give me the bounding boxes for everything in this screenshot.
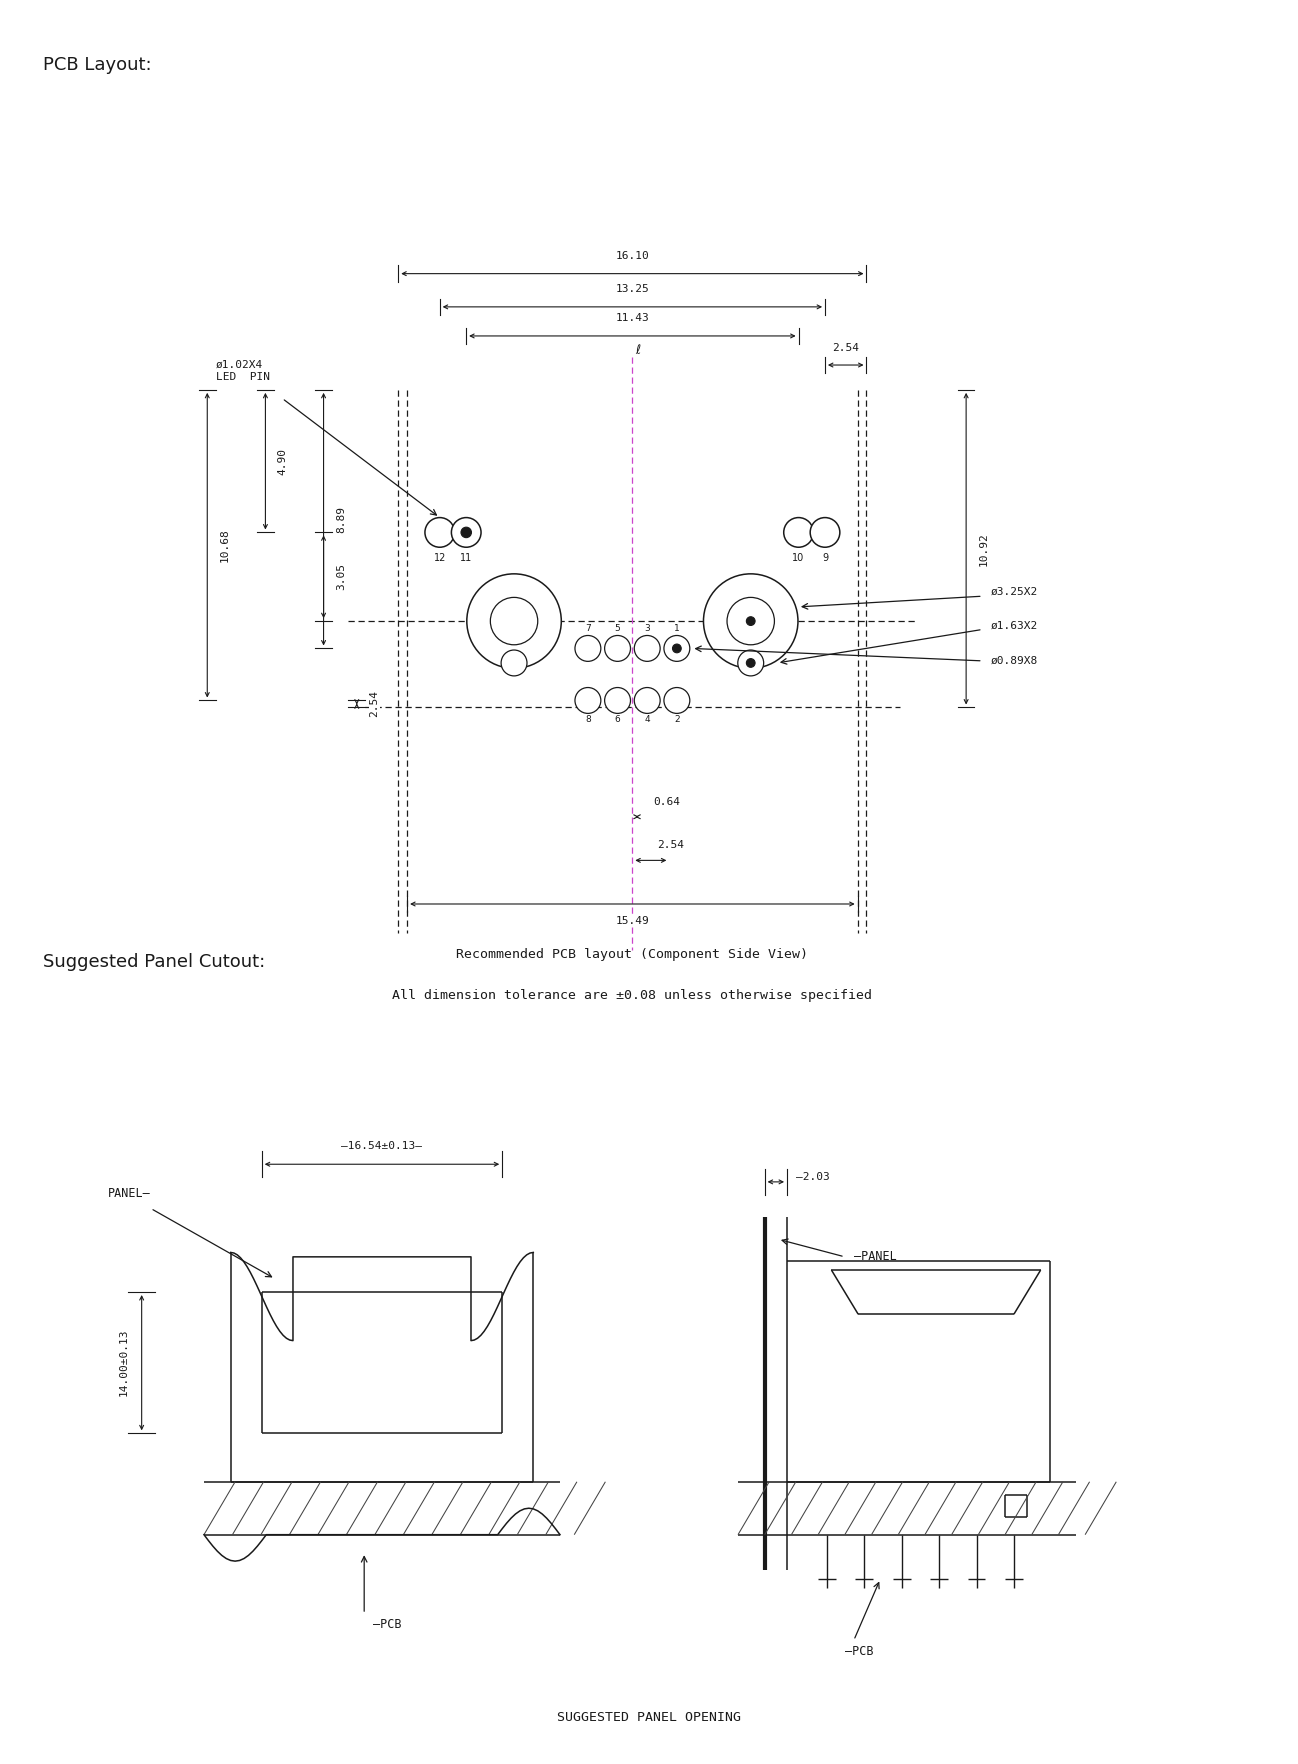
Text: 4.90: 4.90	[278, 448, 288, 475]
Text: 2: 2	[674, 714, 680, 723]
Circle shape	[635, 635, 661, 662]
Circle shape	[727, 598, 775, 646]
Text: —PCB: —PCB	[845, 1644, 874, 1658]
Circle shape	[605, 635, 631, 662]
Circle shape	[424, 517, 454, 547]
Text: 0.64: 0.64	[653, 797, 680, 806]
Text: 2.54: 2.54	[832, 342, 859, 353]
Circle shape	[452, 517, 482, 547]
Text: 1: 1	[674, 624, 680, 633]
Text: ℓ: ℓ	[635, 344, 640, 356]
Text: 3.05: 3.05	[336, 563, 347, 591]
Text: 10.68: 10.68	[219, 529, 230, 563]
Circle shape	[665, 635, 689, 662]
Text: 3: 3	[644, 624, 650, 633]
Text: PCB Layout:: PCB Layout:	[43, 56, 151, 74]
Text: PANEL—: PANEL—	[108, 1187, 151, 1200]
Text: 11.43: 11.43	[615, 314, 649, 323]
Circle shape	[672, 644, 681, 653]
Text: 11: 11	[459, 554, 472, 563]
Text: 12: 12	[434, 554, 447, 563]
Text: 5: 5	[615, 624, 620, 633]
Circle shape	[810, 517, 840, 547]
Text: 2.54: 2.54	[657, 840, 684, 850]
Circle shape	[575, 688, 601, 713]
Circle shape	[635, 688, 661, 713]
Text: 10: 10	[792, 554, 805, 563]
Circle shape	[746, 658, 755, 667]
Circle shape	[575, 635, 601, 662]
Text: ø1.02X4
LED  PIN: ø1.02X4 LED PIN	[215, 360, 270, 381]
Text: 10.92: 10.92	[979, 531, 989, 566]
Text: Suggested Panel Cutout:: Suggested Panel Cutout:	[43, 953, 265, 972]
Text: —16.54±0.13—: —16.54±0.13—	[341, 1141, 422, 1150]
Text: Recommended PCB layout (Component Side View): Recommended PCB layout (Component Side V…	[457, 947, 809, 961]
Circle shape	[704, 573, 798, 669]
Text: 2.54: 2.54	[369, 690, 379, 718]
Text: 13.25: 13.25	[615, 284, 649, 295]
Text: ø1.63X2: ø1.63X2	[992, 621, 1038, 630]
Circle shape	[467, 573, 561, 669]
Circle shape	[746, 617, 755, 626]
Text: SUGGESTED PANEL OPENING: SUGGESTED PANEL OPENING	[557, 1711, 741, 1725]
Circle shape	[501, 649, 527, 676]
Circle shape	[491, 598, 537, 646]
Text: 14.00±0.13: 14.00±0.13	[118, 1328, 129, 1397]
Circle shape	[605, 688, 631, 713]
Text: All dimension tolerance are ±0.08 unless otherwise specified: All dimension tolerance are ±0.08 unless…	[392, 990, 872, 1002]
Text: 7: 7	[585, 624, 591, 633]
Text: —2.03: —2.03	[796, 1173, 829, 1182]
Text: 4: 4	[644, 714, 650, 723]
Text: —PCB: —PCB	[373, 1619, 401, 1632]
Circle shape	[737, 649, 763, 676]
Text: ø3.25X2: ø3.25X2	[992, 587, 1038, 596]
Circle shape	[461, 527, 471, 538]
Circle shape	[665, 688, 689, 713]
Text: —PANEL: —PANEL	[854, 1251, 897, 1263]
Circle shape	[784, 517, 814, 547]
Text: 8: 8	[585, 714, 591, 723]
Text: 8.89: 8.89	[336, 506, 347, 533]
Text: ø0.89X8: ø0.89X8	[992, 656, 1038, 665]
Text: 15.49: 15.49	[615, 917, 649, 926]
Text: 9: 9	[822, 554, 828, 563]
Text: 6: 6	[615, 714, 620, 723]
Text: 16.10: 16.10	[615, 250, 649, 261]
